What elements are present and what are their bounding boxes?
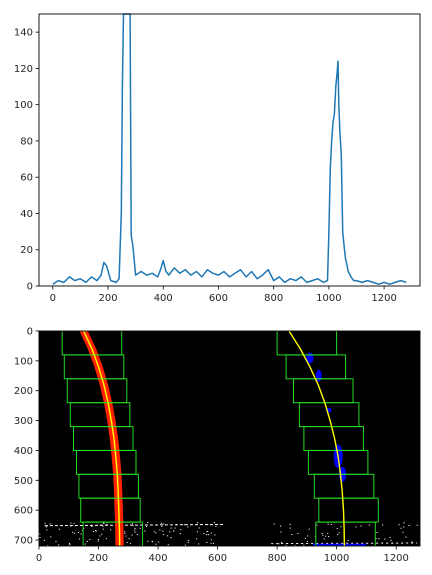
histogram-axes-frame	[38, 13, 421, 287]
histogram-y-tick-label: 20	[20, 245, 33, 256]
histogram-x-tick-label: 1000	[316, 293, 341, 304]
histogram-y-tick-label: 80	[20, 136, 33, 147]
lane-image-y-tick-label: 700	[14, 536, 33, 547]
histogram-series-line	[52, 13, 407, 285]
left-search-window	[61, 331, 123, 356]
right-search-window	[276, 331, 338, 356]
histogram-x-tick-label: 200	[98, 293, 117, 304]
lane-image-y-tick-label: 0	[27, 327, 33, 338]
lane-image-x-tick-label: 0	[36, 553, 42, 564]
histogram-x-tick-label: 600	[209, 293, 228, 304]
histogram-y-tick-label: 100	[14, 100, 33, 111]
lane-image-y-tick-label: 300	[14, 416, 33, 427]
lane-image-x-tick-label: 200	[89, 553, 108, 564]
left-lane-fit-line	[82, 331, 121, 546]
lane-image-axes-frame	[38, 330, 421, 547]
histogram-y-tick-label: 60	[20, 173, 33, 184]
right-lane-fit-line	[288, 331, 346, 546]
lane-image-y-tick-label: 200	[14, 386, 33, 397]
histogram-y-tick-label: 0	[27, 282, 33, 293]
lane-image-x-tick-label: 1200	[383, 553, 408, 564]
lane-image-y-tick-label: 100	[14, 356, 33, 367]
histogram-plot: 0 200 400 600 800 1000 1200 0 20 40 60 80 100 120 140	[14, 13, 421, 304]
histogram-y-tick-label: 40	[20, 209, 33, 220]
lane-image-y-tick-label: 600	[14, 506, 33, 517]
lane-image-x-tick-label: 400	[149, 553, 168, 564]
lane-image-x-tick-label: 600	[208, 553, 227, 564]
histogram-y-tick-label: 120	[14, 64, 33, 75]
histogram-y-tick-label: 140	[14, 28, 33, 39]
lane-image-x-tick-label: 1000	[324, 553, 349, 564]
histogram-x-tick-label: 1200	[371, 293, 396, 304]
lane-search-image: 0 200 400 600 800 1000 1200 0 100 200 300 400 500 60…	[14, 327, 421, 564]
lane-image-y-tick-label: 500	[14, 476, 33, 487]
histogram-background	[39, 14, 420, 286]
histogram-x-tick-label: 800	[264, 293, 283, 304]
lane-image-x-tick-label: 800	[268, 553, 287, 564]
histogram-x-tick-label: 0	[50, 293, 56, 304]
histogram-x-tick-label: 400	[154, 293, 173, 304]
lane-image-y-tick-label: 400	[14, 446, 33, 457]
warped-lane-marking-streak	[271, 542, 418, 545]
